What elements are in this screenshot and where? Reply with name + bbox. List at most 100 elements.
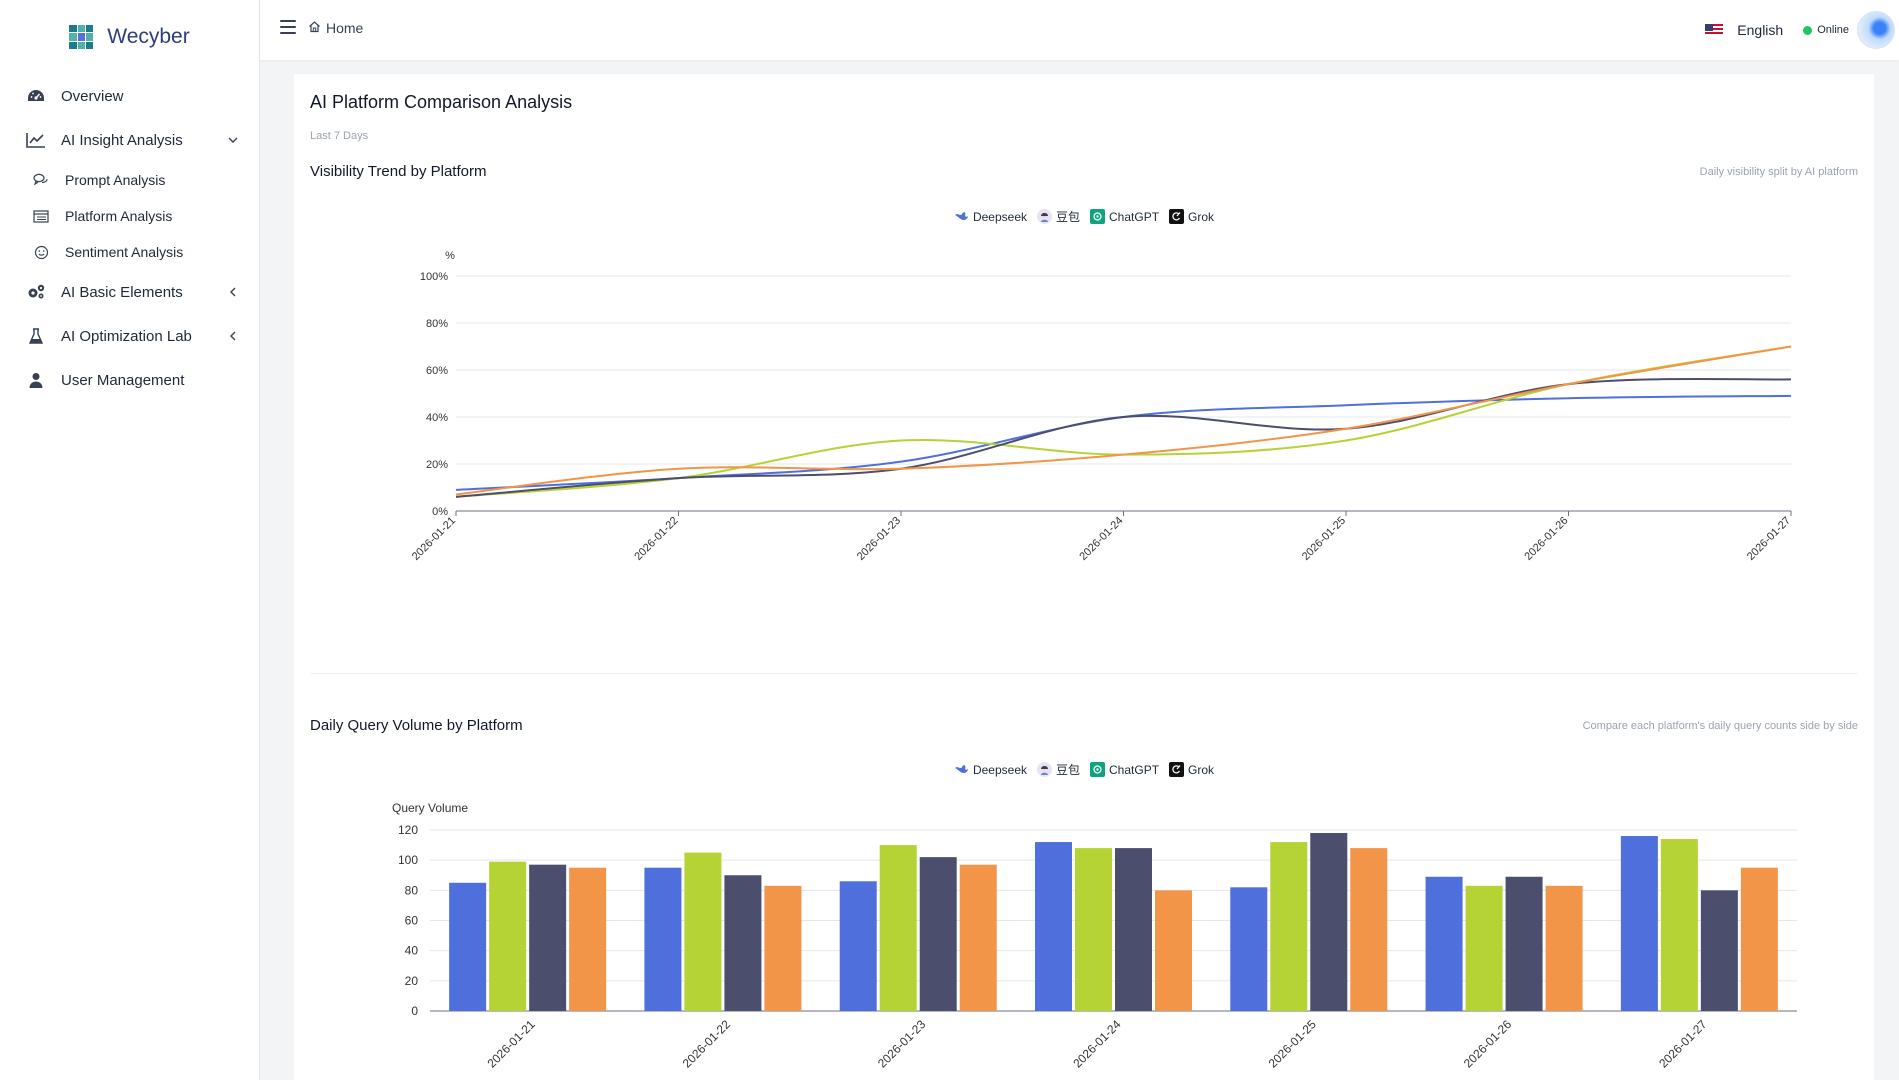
bar[interactable]	[1350, 848, 1388, 1011]
bar[interactable]	[959, 864, 997, 1011]
x-tick-label: 2026-01-25	[1266, 1017, 1320, 1071]
smile-icon	[32, 243, 50, 261]
bar[interactable]	[764, 885, 802, 1011]
menu-toggle-icon[interactable]	[280, 20, 296, 34]
sidebar-item-platform-analysis[interactable]: Platform Analysis	[0, 198, 259, 234]
legend-item[interactable]: ChatGPT	[1090, 209, 1159, 224]
sidebar-item-sentiment-analysis[interactable]: Sentiment Analysis	[0, 234, 259, 270]
legend-item[interactable]: 豆包	[1037, 761, 1080, 778]
bar[interactable]	[569, 867, 607, 1011]
bar[interactable]	[1035, 842, 1072, 1011]
sidebar-item-label: Platform Analysis	[65, 208, 173, 224]
sidebar-item-label: AI Insight Analysis	[61, 131, 183, 149]
breadcrumb[interactable]: Home	[308, 20, 363, 36]
legend-item[interactable]: Grok	[1169, 209, 1214, 224]
y-tick-label: 100%	[420, 271, 448, 283]
x-tick-label: 2026-01-26	[1461, 1017, 1515, 1071]
bar[interactable]	[919, 857, 957, 1011]
y-tick-label: 0	[411, 1004, 418, 1018]
legend-item[interactable]: ChatGPT	[1090, 762, 1159, 777]
visibility-chart-subtitle: Daily visibility split by AI platform	[1699, 166, 1858, 178]
x-tick-label: 2026-01-23	[875, 1017, 929, 1071]
language-selector[interactable]: English	[1705, 22, 1783, 38]
gears-icon	[26, 282, 46, 302]
visibility-line-chart: % 0% 20% 40% 60% 80% 100% 2026-01-21 2026-01-22 2…	[410, 250, 1793, 563]
series-line[interactable]	[455, 394, 1792, 491]
status-label: Online	[1817, 24, 1849, 36]
legend-item[interactable]: 豆包	[1037, 208, 1080, 225]
bar[interactable]	[1620, 836, 1658, 1011]
legend-label: Deepseek	[972, 209, 1027, 224]
chatgpt-logo-icon	[1090, 209, 1106, 224]
series-line[interactable]	[455, 377, 1792, 498]
x-tick-label: 2026-01-24	[1077, 515, 1125, 563]
sidebar-item-ai-basic-elements[interactable]: AI Basic Elements	[0, 270, 259, 314]
y-tick-label: 40%	[426, 412, 448, 424]
series-line[interactable]	[455, 345, 1792, 498]
x-tick-label: 2026-01-27	[1656, 1017, 1710, 1071]
us-flag-icon	[1705, 24, 1724, 36]
y-tick-label: 0%	[432, 506, 448, 518]
bar[interactable]	[644, 867, 682, 1011]
bar[interactable]	[1740, 867, 1778, 1011]
legend-item[interactable]: Deepseek	[954, 209, 1027, 224]
bar[interactable]	[449, 882, 487, 1011]
y-tick-label: 20%	[426, 459, 448, 471]
avatar[interactable]	[1857, 11, 1895, 49]
sidebar-item-label: AI Optimization Lab	[61, 327, 192, 345]
bar[interactable]	[684, 852, 722, 1011]
brand-logo-icon	[69, 25, 94, 49]
brand[interactable]: Wecyber	[0, 0, 259, 74]
sidebar-item-ai-insight-analysis[interactable]: AI Insight Analysis	[0, 118, 259, 162]
deepseek-whale-icon	[954, 209, 969, 224]
sidebar-item-label: Overview	[61, 87, 124, 105]
x-tick-label: 2026-01-23	[855, 515, 903, 563]
bar[interactable]	[1230, 887, 1268, 1011]
legend-label: ChatGPT	[1109, 762, 1160, 777]
bar[interactable]	[1505, 876, 1543, 1011]
sidebar-item-overview[interactable]: Overview	[0, 74, 259, 118]
bar[interactable]	[1425, 876, 1463, 1011]
main-card: AI Platform Comparison Analysis Last 7 D…	[294, 74, 1874, 1080]
sidebar-item-label: Sentiment Analysis	[65, 244, 184, 260]
y-tick-label: 80	[405, 883, 419, 897]
bar[interactable]	[839, 881, 877, 1011]
legend-label: 豆包	[1056, 210, 1081, 224]
sidebar-item-ai-optimization-lab[interactable]: AI Optimization Lab	[0, 314, 259, 358]
bar[interactable]	[489, 861, 527, 1011]
sidebar-item-user-management[interactable]: User Management	[0, 358, 259, 402]
bar[interactable]	[1310, 833, 1348, 1011]
breadcrumb-home: Home	[326, 20, 364, 36]
bar[interactable]	[1075, 848, 1112, 1011]
y-axis-label: %	[445, 250, 455, 262]
volume-chart-title: Daily Query Volume by Platform	[310, 717, 523, 734]
bar[interactable]	[1545, 885, 1583, 1011]
legend-item[interactable]: Grok	[1169, 762, 1214, 777]
bar[interactable]	[1465, 885, 1503, 1011]
x-tick-label: 2026-01-22	[632, 515, 680, 563]
legend-label: Grok	[1188, 209, 1215, 224]
bar[interactable]	[1660, 839, 1698, 1011]
bar[interactable]	[1155, 890, 1192, 1011]
legend-label: Deepseek	[972, 762, 1027, 777]
sidebar-menu: Overview AI Insight Analysis Prompt Anal…	[0, 74, 259, 402]
home-icon	[308, 20, 321, 36]
y-tick-label: 40	[405, 944, 419, 958]
brand-name: Wecyber	[107, 25, 190, 48]
bar[interactable]	[1270, 842, 1308, 1011]
legend-label: ChatGPT	[1109, 209, 1160, 224]
grok-logo-icon	[1169, 209, 1185, 224]
sidebar-item-label: User Management	[61, 371, 185, 389]
bar[interactable]	[1700, 890, 1738, 1011]
legend-item[interactable]: Deepseek	[954, 762, 1027, 777]
series-line[interactable]	[455, 345, 1792, 496]
chevron-down-icon	[225, 132, 241, 148]
language-label: English	[1737, 22, 1784, 38]
sidebar-item-prompt-analysis[interactable]: Prompt Analysis	[0, 162, 259, 198]
list-icon	[32, 207, 50, 225]
bar[interactable]	[1115, 848, 1152, 1011]
topbar: Home English Online	[260, 0, 1899, 60]
bar[interactable]	[529, 864, 567, 1011]
bar[interactable]	[879, 845, 917, 1011]
bar[interactable]	[724, 875, 762, 1011]
